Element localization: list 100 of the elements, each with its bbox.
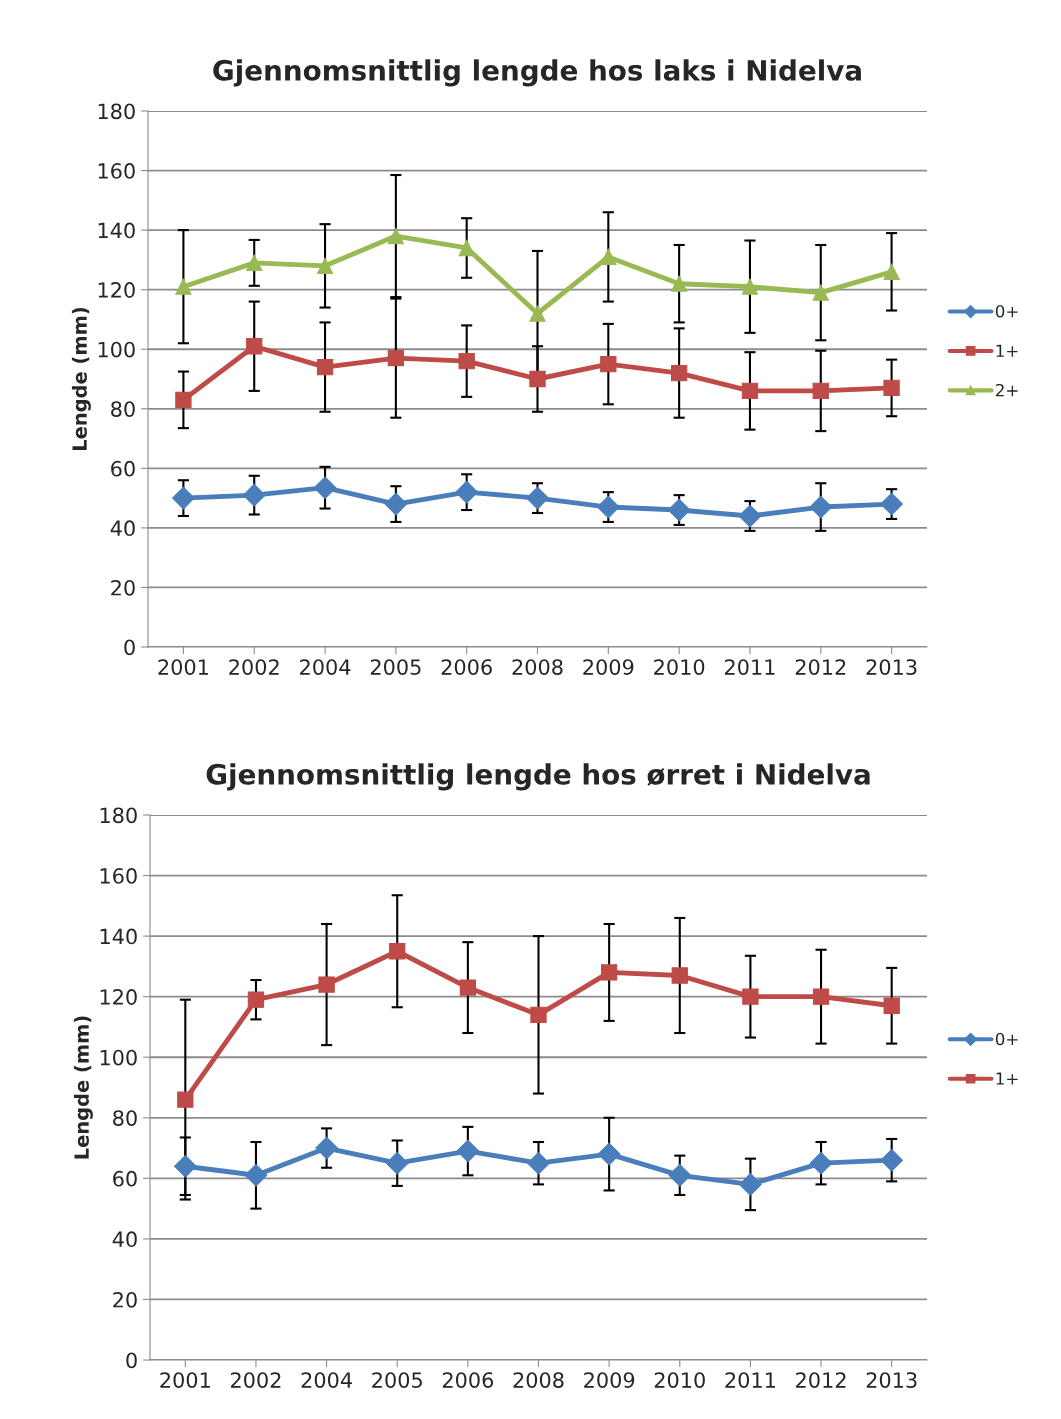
point [316, 257, 334, 274]
legend-label: 1+ [996, 344, 1018, 357]
point [600, 355, 617, 373]
y-tick-label: 0 [124, 639, 135, 656]
point [739, 1173, 762, 1196]
x-tick-label: 2011 [725, 1372, 775, 1388]
y-tick-label: 40 [112, 1231, 137, 1248]
y-tick-label: 0 [126, 1352, 137, 1369]
y-tick-label: 140 [100, 928, 137, 945]
y-tick-label: 160 [98, 163, 135, 179]
point [389, 943, 406, 960]
point [526, 486, 549, 510]
x-tick-label: 2009 [584, 1372, 635, 1388]
x-tick-label: 2001 [158, 659, 208, 675]
point [529, 305, 546, 322]
point [384, 492, 408, 516]
point [668, 1163, 692, 1187]
x-tick-label: 2011 [724, 659, 775, 675]
y-tick-label: 20 [111, 579, 135, 596]
point [529, 370, 546, 388]
point [247, 991, 265, 1008]
point [671, 967, 688, 984]
x-tick-label: 2013 [866, 1372, 917, 1388]
x-tick-label: 2012 [795, 659, 846, 675]
point [172, 486, 195, 510]
point [880, 492, 903, 516]
y-tick-label: 180 [100, 807, 137, 824]
point [597, 1142, 621, 1166]
legend-label: 2+ [996, 383, 1018, 397]
x-tick-label: 2001 [160, 1372, 210, 1388]
point [812, 382, 829, 400]
y-axis-title: Lengde (mm) [71, 307, 91, 450]
x-tick-label: 2006 [441, 659, 492, 675]
point [456, 1139, 480, 1163]
point [313, 476, 337, 500]
y-tick-label: 160 [100, 868, 137, 884]
y-tick-label: 60 [111, 460, 135, 477]
x-tick-label: 2008 [513, 1372, 564, 1388]
x-tick-label: 2005 [370, 659, 421, 675]
y-tick-label: 40 [110, 520, 135, 537]
x-tick-label: 2010 [654, 659, 705, 675]
y-tick-label: 140 [98, 222, 135, 239]
y-tick-label: 100 [98, 341, 135, 358]
y-tick-label: 60 [113, 1170, 137, 1187]
legend-label: 0+ [995, 304, 1018, 318]
point [742, 988, 759, 1005]
x-tick-label: 2013 [866, 659, 917, 675]
point [244, 1163, 268, 1187]
y-tick-label: 80 [111, 401, 135, 417]
point [174, 1154, 197, 1178]
y-tick-label: 120 [98, 282, 135, 298]
point [242, 483, 266, 507]
chart-title: Gjennomsnittlig lengde hos ørret i Nidelva [206, 763, 870, 791]
y-tick-label: 120 [100, 989, 137, 1005]
y-tick-label: 100 [100, 1049, 137, 1066]
point [738, 504, 762, 528]
point [600, 964, 618, 981]
x-tick-label: 2009 [583, 659, 634, 675]
x-tick-label: 2002 [230, 1372, 281, 1388]
point [530, 1006, 547, 1023]
point [883, 379, 900, 397]
x-tick-label: 2004 [300, 659, 351, 675]
x-tick-label: 2012 [796, 1372, 846, 1388]
point [315, 1136, 338, 1160]
point [246, 338, 263, 355]
legend-label: 0+ [995, 1032, 1018, 1046]
point [459, 979, 477, 996]
point [741, 278, 759, 295]
point [667, 498, 691, 522]
point [600, 248, 617, 266]
point [318, 976, 335, 993]
point [246, 254, 263, 272]
point [670, 364, 688, 382]
point [385, 1151, 409, 1175]
point [597, 495, 620, 519]
chart-title: Gjennomsnittlig lengde hos laks i Nidelva [213, 59, 861, 87]
point [175, 278, 192, 295]
point [387, 350, 405, 367]
point [883, 263, 900, 280]
point [812, 988, 830, 1005]
point [670, 275, 688, 292]
point [527, 1151, 550, 1175]
point [387, 227, 405, 245]
point [455, 480, 478, 504]
point [458, 352, 475, 370]
point [316, 358, 334, 376]
point [880, 1148, 903, 1172]
point [809, 495, 833, 519]
x-tick-label: 2010 [654, 1372, 705, 1388]
point [883, 997, 900, 1014]
point [177, 1091, 194, 1108]
y-axis-title: Lengde (mm) [73, 1016, 93, 1159]
point [741, 382, 759, 400]
point [812, 284, 829, 301]
point [175, 391, 192, 408]
legend-label: 1+ [996, 1072, 1018, 1085]
x-tick-label: 2002 [229, 659, 279, 675]
x-tick-label: 2006 [442, 1372, 494, 1388]
x-tick-label: 2008 [512, 659, 563, 675]
x-tick-label: 2005 [372, 1372, 422, 1388]
